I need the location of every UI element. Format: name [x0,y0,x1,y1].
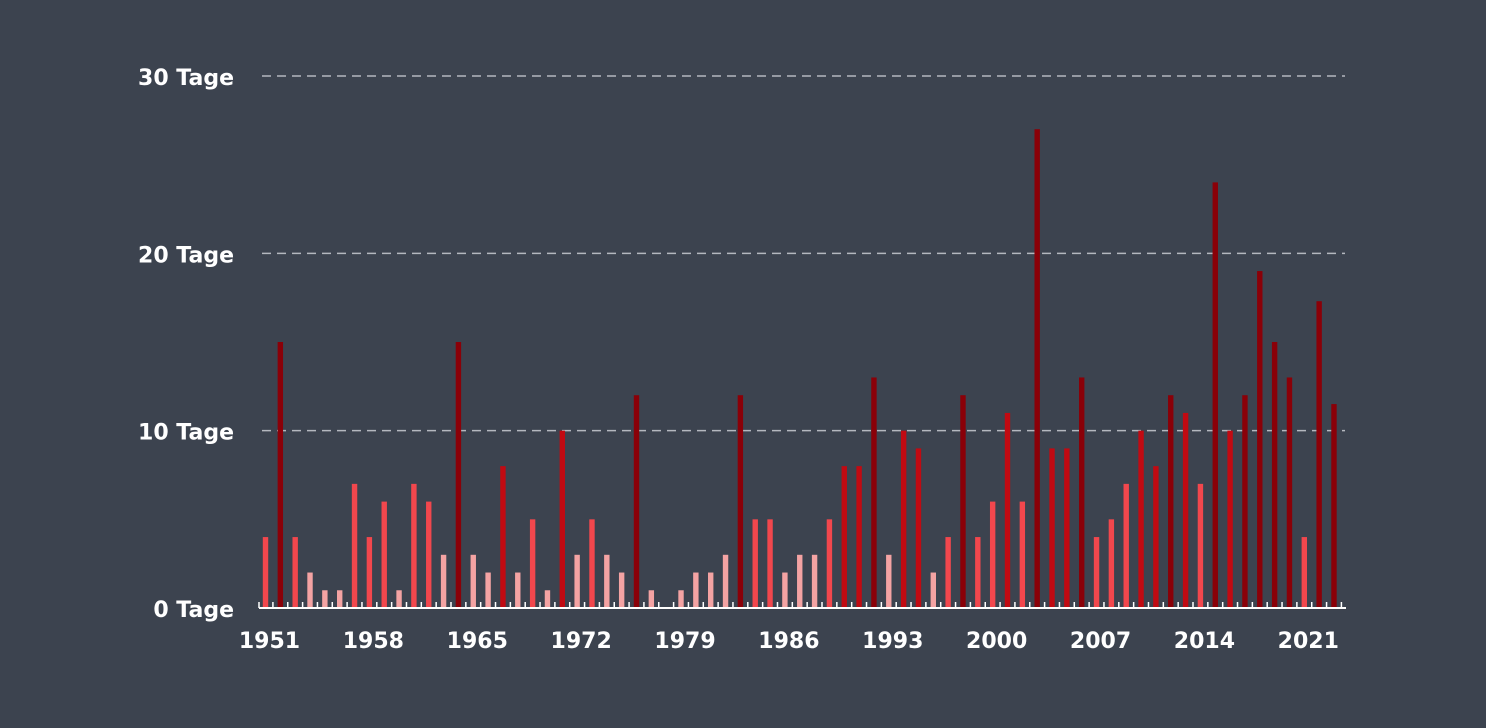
axis-layer: 0 Tage 10 Tage 20 Tage 30 Tage 1951 1958 1965 1… [138,66,1346,654]
bar-1951 [262,537,269,608]
bar-2016 [1227,430,1233,608]
bar-1985 [767,519,773,608]
bar-1999 [975,537,981,608]
bar-1971 [559,430,565,608]
y-tick-label: 0 Tage [153,598,234,623]
x-tick-label: 1965 [447,629,508,654]
bar-1954 [307,572,313,608]
bar-2023 [1331,404,1337,608]
bar-1986 [782,572,788,608]
bar-2015 [1212,182,1218,608]
bar-1983 [737,395,744,608]
bar-1955 [322,590,328,608]
bar-1972 [574,554,580,608]
bar-1968 [515,572,521,608]
bar-1976 [633,395,640,608]
bar-1998 [960,395,966,608]
x-tick-label: 1986 [758,629,819,654]
bar-2020 [1286,377,1293,608]
bar-1984 [752,519,758,608]
bar-1966 [485,572,491,608]
bar-1990 [841,466,847,608]
bar-1980 [693,572,699,608]
grid-layer [262,75,1345,432]
bar-1975 [618,572,625,608]
bar-1987 [797,554,803,608]
bar-1964 [455,342,462,608]
bar-layer [262,129,1337,608]
bar-1982 [722,554,729,608]
bar-1962 [426,501,432,608]
bar-1967 [500,466,506,608]
bar-1965 [470,554,476,608]
bar-1960 [396,590,402,608]
x-tick-label: 2007 [1070,629,1131,654]
x-tick-label: 1993 [862,629,923,654]
bar-2001 [1004,412,1011,608]
bar-1997 [945,537,951,608]
bar-1988 [811,554,818,608]
bar-2006 [1079,377,1085,608]
bar-1981 [708,572,714,608]
bar-2011 [1153,466,1159,608]
bar-1953 [292,537,298,608]
bar-2002 [1019,501,1026,608]
bar-2022 [1316,301,1322,608]
bar-1952 [277,342,284,608]
bar-1977 [648,590,655,608]
bar-1970 [544,590,551,608]
bar-1973 [589,519,595,608]
bar-1996 [930,572,936,608]
bar-2009 [1123,483,1129,608]
x-tick-label: 2021 [1278,629,1339,654]
bar-2019 [1271,342,1278,608]
x-tick-label: 1979 [654,629,715,654]
bar-1995 [915,448,922,608]
bar-1961 [411,483,417,608]
bar-2018 [1257,271,1263,608]
bar-1979 [678,590,684,608]
bar-2010 [1138,430,1144,608]
bar-2008 [1108,519,1115,608]
bar-2014 [1197,483,1204,608]
bar-1992 [871,377,877,608]
bar-2007 [1093,537,1100,608]
bar-1989 [826,519,833,608]
bar-1957 [351,483,358,608]
bar-1963 [440,554,447,608]
bar-1991 [856,466,862,608]
bar-2013 [1182,412,1189,608]
bar-1959 [381,501,387,608]
x-tick-label: 1951 [239,629,300,654]
bar-1969 [529,519,536,608]
bar-1958 [366,537,373,608]
y-tick-label: 20 Tage [138,243,234,268]
bar-2004 [1049,448,1055,608]
bar-1974 [604,554,610,608]
bar-2017 [1242,395,1248,608]
bar-2003 [1034,129,1040,608]
x-tick-label: 1972 [551,629,612,654]
x-tick-label: 2014 [1174,629,1235,654]
x-tick-label: 2000 [966,629,1027,654]
y-tick-label: 30 Tage [138,66,234,91]
bar-2012 [1168,395,1174,608]
bar-2005 [1064,448,1070,608]
x-tick-label: 1958 [343,629,404,654]
bar-1993 [886,554,892,608]
bar-1956 [337,590,343,608]
bar-2000 [989,501,996,608]
bar-2021 [1301,537,1307,608]
bar-1994 [900,430,907,608]
y-tick-label: 10 Tage [138,421,234,446]
